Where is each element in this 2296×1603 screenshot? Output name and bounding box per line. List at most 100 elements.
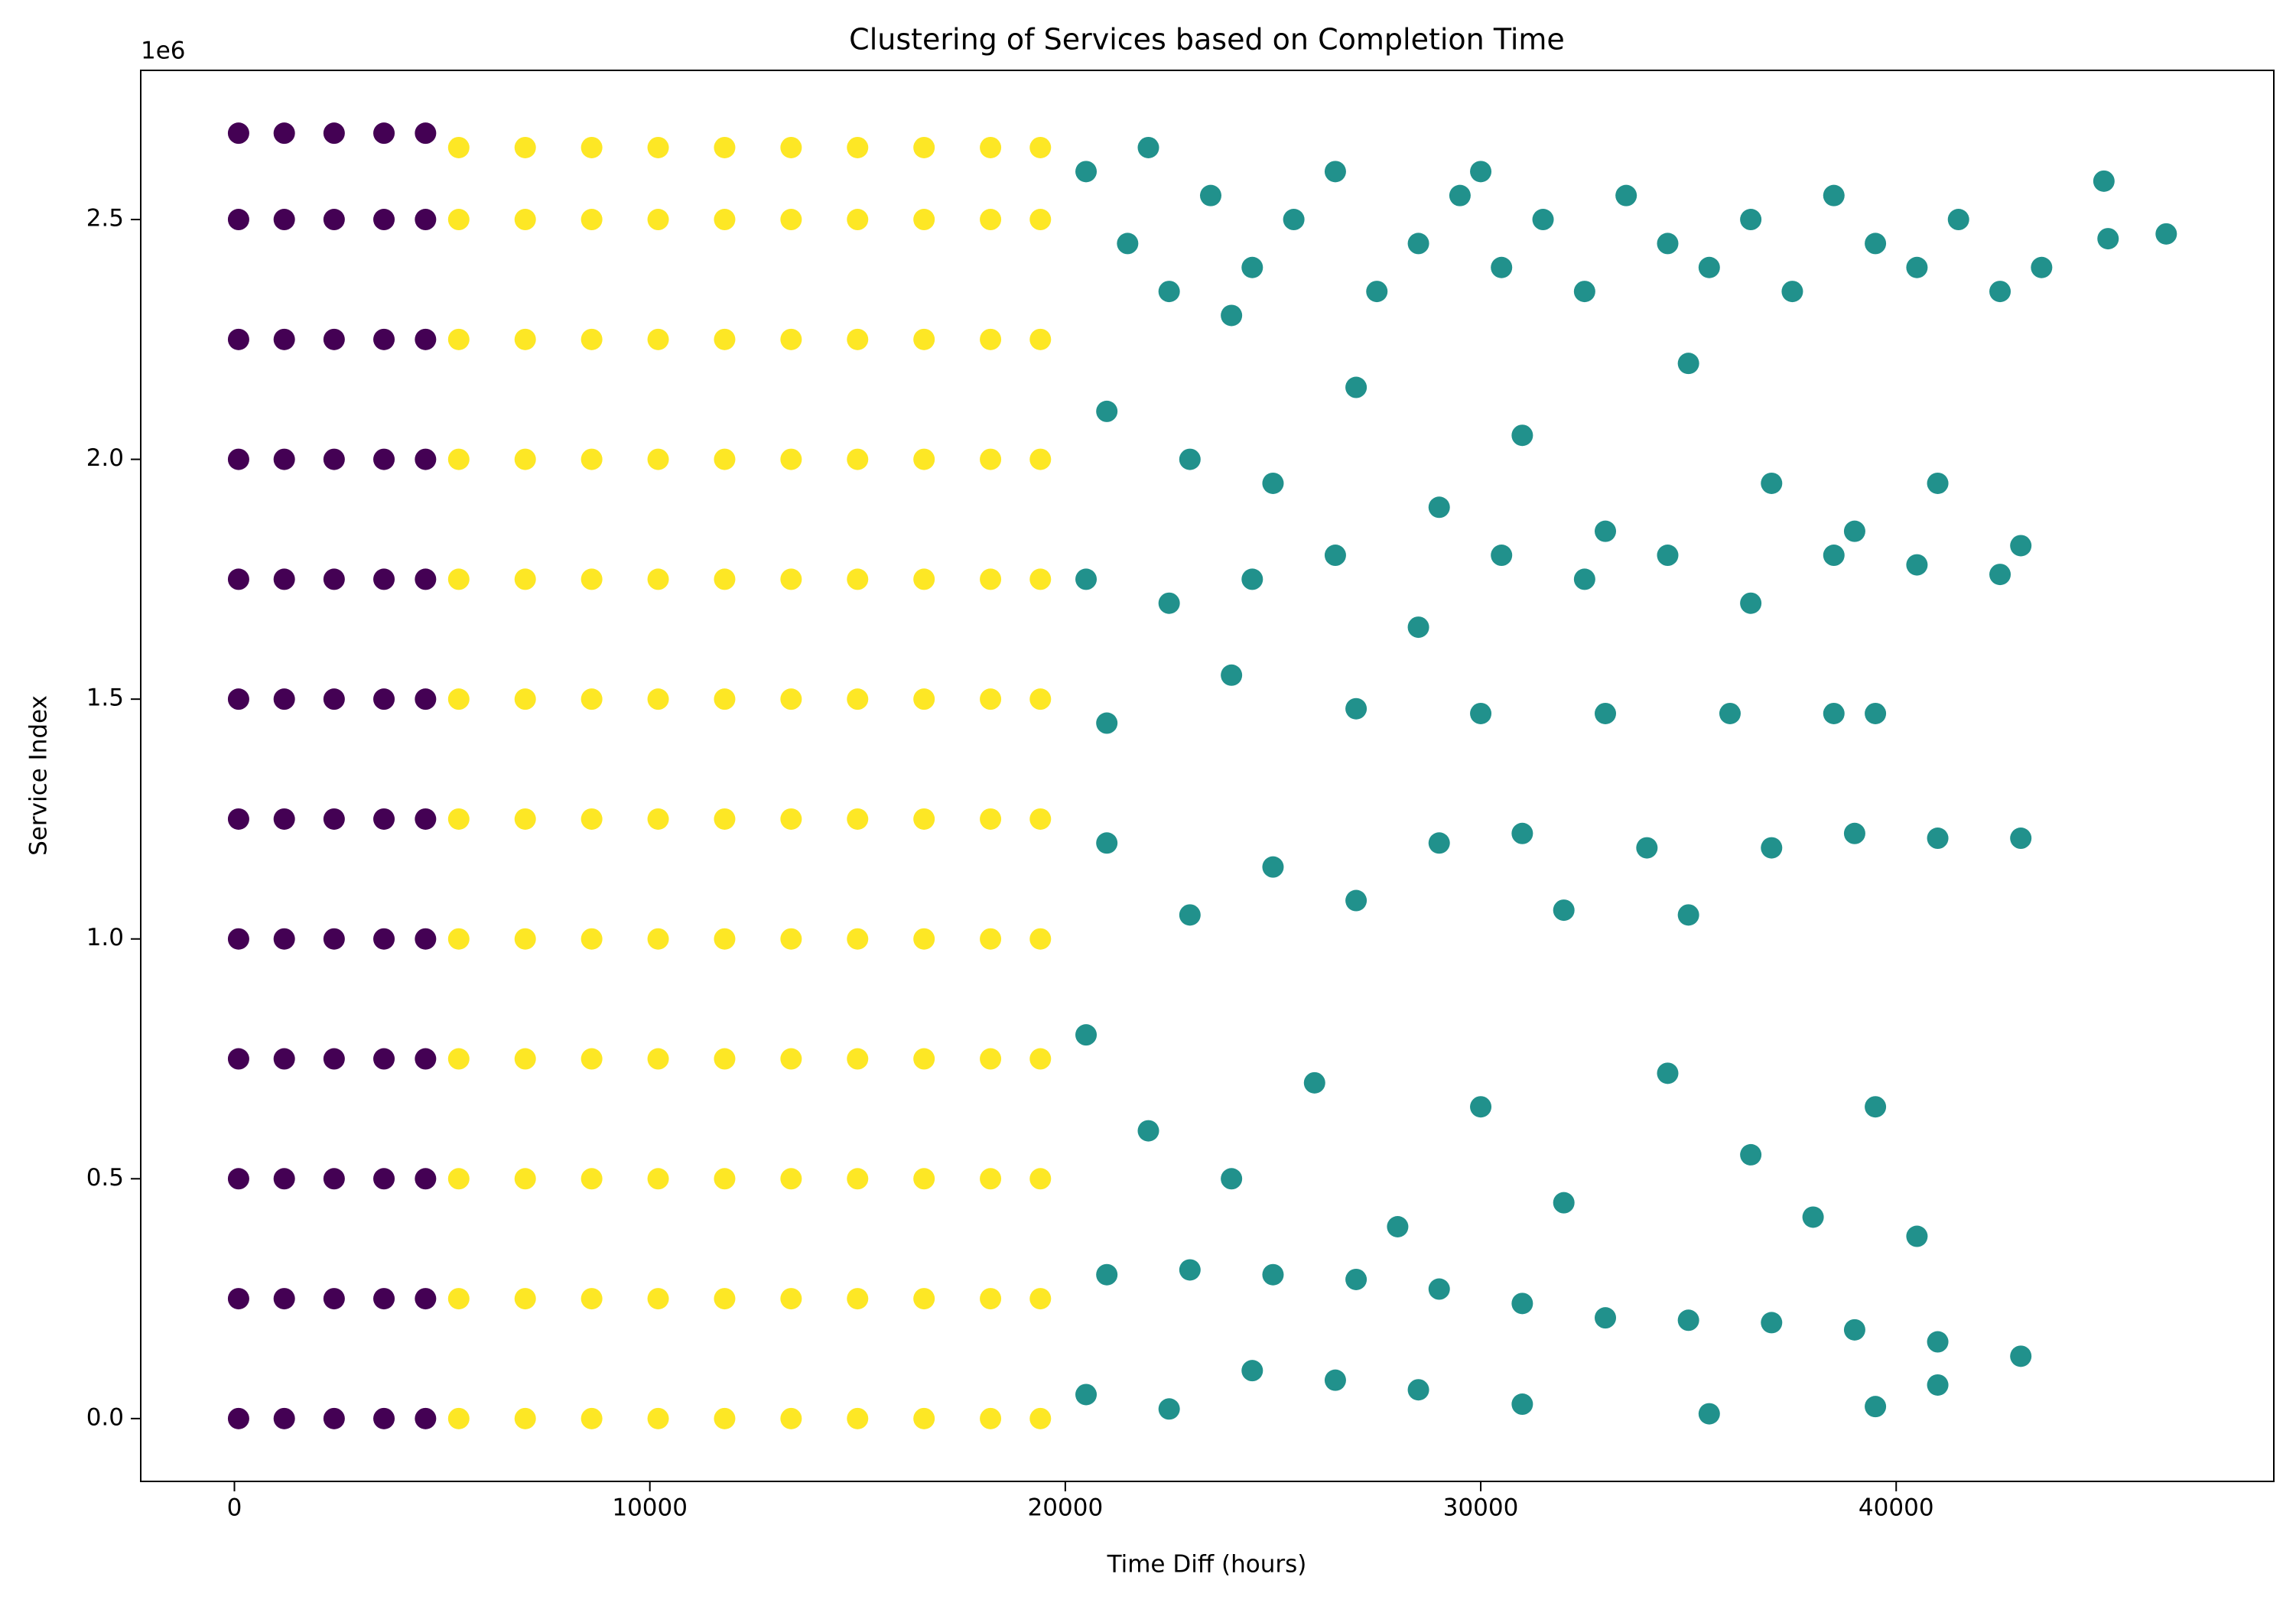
scatter-point — [647, 568, 669, 590]
scatter-point — [847, 209, 869, 231]
scatter-point — [273, 928, 295, 950]
scatter-point — [581, 688, 603, 710]
scatter-point — [1927, 1374, 1949, 1396]
scatter-point — [1865, 1096, 1887, 1118]
scatter-point — [714, 808, 736, 830]
scatter-point — [980, 928, 1002, 950]
scatter-point — [1740, 592, 1762, 614]
scatter-point — [581, 1288, 603, 1310]
scatter-point — [1029, 136, 1052, 158]
scatter-point — [1761, 837, 1783, 859]
scatter-point — [323, 122, 345, 145]
scatter-point — [1698, 1403, 1720, 1425]
scatter-point — [847, 448, 869, 470]
scatter-point — [1029, 688, 1052, 710]
scatter-point — [714, 568, 736, 590]
scatter-point — [1075, 1024, 1098, 1046]
scatter-point — [514, 1407, 536, 1429]
scatter-point — [1761, 1312, 1783, 1334]
scatter-point — [447, 928, 470, 950]
scatter-point — [714, 1168, 736, 1190]
x-tick-label: 10000 — [612, 1494, 688, 1522]
scatter-point — [273, 1048, 295, 1070]
scatter-point — [1553, 899, 1575, 922]
scatter-point — [1303, 1071, 1325, 1094]
scatter-point — [373, 122, 395, 145]
scatter-point — [1029, 928, 1052, 950]
scatter-point — [1865, 1396, 1887, 1418]
scatter-point — [847, 1407, 869, 1429]
scatter-point — [323, 1168, 345, 1190]
scatter-point — [780, 928, 802, 950]
scatter-point — [647, 1168, 669, 1190]
scatter-point — [373, 448, 395, 470]
scatter-point — [913, 808, 935, 830]
scatter-point — [514, 136, 536, 158]
scatter-point — [1470, 161, 1492, 183]
scatter-point — [1387, 1215, 1409, 1237]
scatter-point — [1989, 281, 2011, 303]
scatter-point — [647, 136, 669, 158]
scatter-point — [227, 328, 249, 350]
scatter-point — [447, 448, 470, 470]
scatter-point — [447, 136, 470, 158]
scatter-point — [1428, 1278, 1450, 1300]
scatter-point — [1345, 889, 1368, 912]
scatter-point — [647, 928, 669, 950]
y-tick-label: 2.0 — [86, 444, 124, 472]
y-tick-label: 1.0 — [86, 924, 124, 951]
scatter-point — [415, 688, 437, 710]
scatter-point — [227, 122, 249, 145]
scatter-point — [514, 808, 536, 830]
scatter-point — [847, 1288, 869, 1310]
scatter-point — [647, 808, 669, 830]
scatter-point — [1906, 554, 1928, 576]
scatter-point — [415, 122, 437, 145]
scatter-point — [1657, 545, 1679, 567]
scatter-point — [514, 1288, 536, 1310]
scatter-point — [1158, 1398, 1180, 1420]
scatter-point — [581, 568, 603, 590]
scatter-point — [780, 448, 802, 470]
scatter-point — [1179, 448, 1201, 470]
scatter-point — [1823, 545, 1845, 567]
scatter-point — [415, 1288, 437, 1310]
scatter-point — [980, 688, 1002, 710]
scatter-point — [980, 209, 1002, 231]
scatter-point — [514, 1048, 536, 1070]
scatter-point — [447, 1407, 470, 1429]
scatter-point — [273, 808, 295, 830]
scatter-point — [1407, 616, 1429, 639]
scatter-point — [1029, 328, 1052, 350]
scatter-point — [780, 808, 802, 830]
scatter-point — [323, 209, 345, 231]
x-tick-label: 20000 — [1028, 1494, 1104, 1522]
scatter-point — [1407, 232, 1429, 255]
scatter-point — [1677, 353, 1699, 375]
scatter-point — [323, 928, 345, 950]
scatter-point — [1029, 568, 1052, 590]
x-tick-label: 0 — [227, 1494, 242, 1522]
scatter-point — [323, 1288, 345, 1310]
scatter-point — [447, 1288, 470, 1310]
scatter-point — [780, 1168, 802, 1190]
scatter-point — [780, 1407, 802, 1429]
scatter-point — [1927, 1331, 1949, 1353]
scatter-point — [847, 688, 869, 710]
scatter-point — [514, 328, 536, 350]
scatter-point — [1262, 1263, 1284, 1286]
scatter-point — [273, 1288, 295, 1310]
x-tick-label: 30000 — [1443, 1494, 1519, 1522]
scatter-point — [447, 808, 470, 830]
scatter-point — [373, 808, 395, 830]
scatter-point — [227, 1048, 249, 1070]
scatter-point — [1927, 472, 1949, 494]
scatter-point — [1158, 592, 1180, 614]
scatter-point — [323, 1048, 345, 1070]
scatter-point — [581, 448, 603, 470]
scatter-point — [647, 688, 669, 710]
scatter-point — [415, 928, 437, 950]
scatter-point — [514, 448, 536, 470]
scatter-point — [714, 1407, 736, 1429]
scatter-point — [514, 688, 536, 710]
